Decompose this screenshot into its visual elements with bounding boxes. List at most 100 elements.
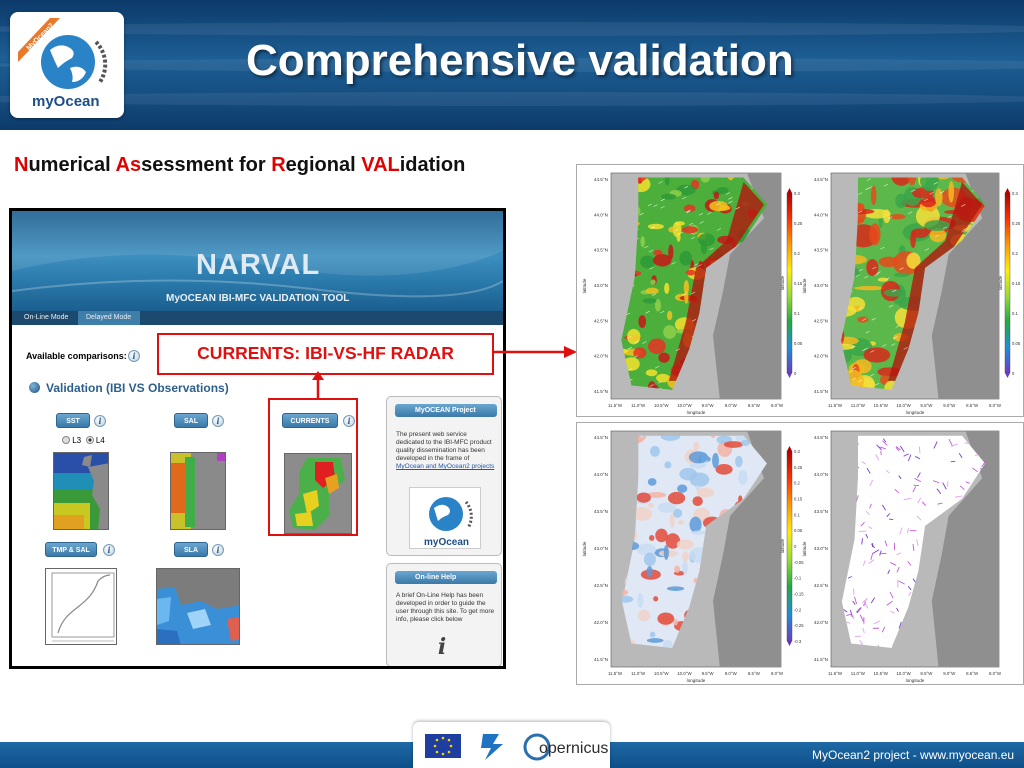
current-vector <box>937 502 943 505</box>
subtitle-part: R <box>271 154 286 176</box>
sst-thumbnail[interactable] <box>53 452 109 530</box>
tmp-sal-thumbnail[interactable] <box>45 568 117 645</box>
field-blob <box>741 439 750 447</box>
tmp-sal-info-icon[interactable]: i <box>103 544 115 556</box>
latitude-tick-label: 44.0°N <box>594 472 608 477</box>
sal-button[interactable]: SAL <box>174 413 208 428</box>
current-arrow <box>698 212 704 216</box>
colorbar-tick-label: -0.3 <box>794 639 802 644</box>
tab-delayed-mode[interactable]: Delayed Mode <box>78 311 140 325</box>
field-blob <box>667 491 686 505</box>
field-blob <box>685 269 696 276</box>
footer-logos: opernicus <box>413 722 610 768</box>
myocean-projects-link[interactable]: MyOcean and MyOcean2 projects <box>396 463 495 470</box>
current-arrow <box>888 216 893 219</box>
footer-logo-strip: opernicus <box>425 733 608 761</box>
current-vector <box>846 621 851 624</box>
latitude-tick-label: 43.5°N <box>814 248 828 253</box>
colorbar-axis-label: latitude <box>780 538 785 553</box>
field-blob <box>661 193 677 200</box>
narval-screenshot: NARVAL MyOCEAN IBI-MFC VALIDATION TOOL O… <box>9 208 506 669</box>
sst-button[interactable]: SST <box>56 413 90 428</box>
radio-l3[interactable] <box>62 436 70 444</box>
field-blob <box>920 177 939 192</box>
current-vector <box>933 441 938 449</box>
field-blob <box>649 631 656 638</box>
current-arrow <box>929 191 934 195</box>
field-blob <box>723 441 744 448</box>
top-maps-figure: 44.5°N 44.0°N 43.5°N 43.0°N 42.5°N 42.0°N 41.5… <box>582 172 1021 415</box>
field-blob <box>841 343 855 350</box>
latitude-tick-label: 43.0°N <box>814 283 828 288</box>
help-info-icon[interactable]: i <box>437 634 447 660</box>
tab-online-mode[interactable]: On-Line Mode <box>24 314 69 321</box>
field-blob <box>650 279 656 285</box>
current-arrow <box>858 268 864 272</box>
longitude-tick-label: 11.0°W <box>851 403 866 408</box>
currents-thumbnail[interactable] <box>284 453 352 534</box>
colorbar-axis-label: latitude <box>780 275 785 290</box>
info-icon[interactable]: i <box>128 350 140 362</box>
longitude-tick-label: 9.0°W <box>725 671 738 676</box>
latitude-tick-label: 42.0°N <box>594 354 608 359</box>
current-arrow <box>892 289 897 293</box>
radio-l4[interactable] <box>85 436 94 444</box>
current-vector <box>913 484 920 487</box>
field-blob <box>633 347 647 359</box>
sla-thumbnail[interactable] <box>156 568 240 645</box>
current-vector <box>881 504 886 511</box>
current-arrow <box>678 231 683 235</box>
longitude-tick-label: 9.0°W <box>943 671 956 676</box>
project-panel-body: The present web service dedicated to the… <box>396 431 492 462</box>
field-blob <box>647 478 657 486</box>
tmp-sal-button[interactable]: TMP & SAL <box>45 542 97 557</box>
field-blob <box>841 336 859 346</box>
sla-info-icon[interactable]: i <box>212 544 224 556</box>
sst-info-icon[interactable]: i <box>94 415 106 427</box>
land-area <box>713 431 781 667</box>
tmp-sal-plot-icon <box>51 572 115 642</box>
sal-info-icon[interactable]: i <box>212 415 224 427</box>
field-blob <box>642 298 657 304</box>
field-blob <box>655 528 668 543</box>
field-blob <box>688 451 709 464</box>
field-blob <box>683 204 696 213</box>
current-arrow <box>735 206 740 210</box>
currents-info-icon[interactable]: i <box>343 415 355 427</box>
sal-thumbnail[interactable] <box>170 452 226 530</box>
current-arrow <box>858 192 863 195</box>
current-arrow <box>683 185 689 189</box>
longitude-tick-label: 11.0°W <box>851 671 866 676</box>
current-arrow <box>707 212 712 215</box>
field-blob <box>640 236 645 248</box>
current-arrow <box>939 191 945 194</box>
y-axis-label: latitude <box>582 278 587 293</box>
longitude-tick-label: 10.5°W <box>654 403 669 408</box>
field-blob <box>674 565 681 574</box>
colorbar-tick-label: 0.1 <box>794 512 800 517</box>
field-blob <box>692 496 703 507</box>
current-vector <box>862 627 865 633</box>
sla-button[interactable]: SLA <box>174 542 208 557</box>
mode-tabs: On-Line Mode Delayed Mode <box>12 311 503 325</box>
narval-banner: NARVAL MyOCEAN IBI-MFC VALIDATION TOOL <box>12 211 503 311</box>
latitude-tick-label: 42.5°N <box>814 318 828 323</box>
field-blob <box>700 177 710 183</box>
field-blob <box>646 492 667 498</box>
current-vector <box>861 538 863 545</box>
field-blob <box>636 543 657 556</box>
current-vector <box>885 470 890 474</box>
latitude-tick-label: 43.5°N <box>594 509 608 514</box>
current-arrow <box>866 178 872 181</box>
current-arrow <box>660 310 665 314</box>
current-arrow <box>851 345 856 349</box>
available-comparisons-label: Available comparisons: <box>26 351 127 361</box>
sst-map-icon <box>54 453 108 529</box>
current-vector <box>871 543 875 549</box>
project-panel-text: The present web service dedicated to the… <box>396 431 496 471</box>
currents-button[interactable]: CURRENTS <box>282 413 338 428</box>
latitude-tick-label: 42.0°N <box>814 354 828 359</box>
level-radios: L3 L4 <box>62 436 105 445</box>
myocean-project-panel: MyOCEAN Project The present web service … <box>386 396 502 556</box>
current-arrow <box>649 266 654 270</box>
